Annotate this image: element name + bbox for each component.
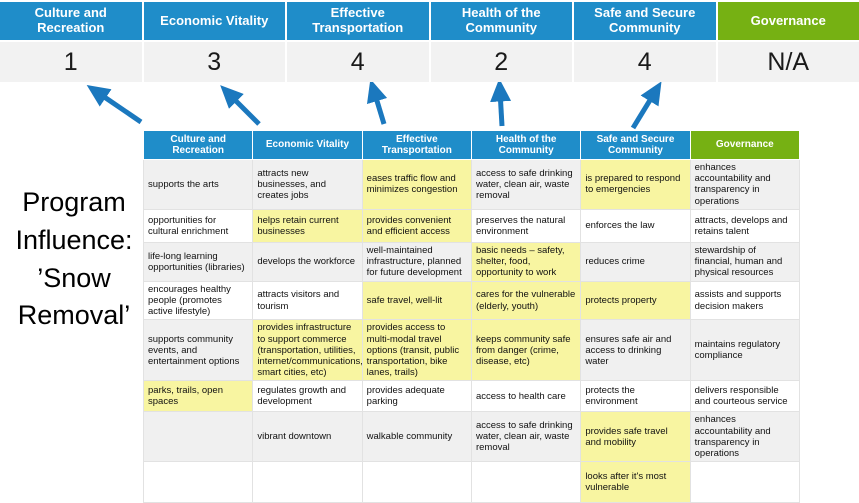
matrix-cell-culture-and-recreation-opportunities-for-cultural-enrichment: opportunities for cultural enrichment [144, 209, 253, 242]
matrix-cell-economic-vitality-provides-infrastructure-to-support-comme: provides infrastructure to support comme… [253, 320, 362, 381]
matrix-cell-health-of-the-community-cares-for-the-vulnerable-elderly-youth: cares for the vulnerable (elderly, youth… [471, 281, 580, 320]
matrix-cell-health-of-the-community-basic-needs-safety-shelter-food-opportun: basic needs – safety, shelter, food, opp… [471, 242, 580, 281]
matrix-cell-governance-attracts-develops-and-retains-talent: attracts, develops and retains talent [690, 209, 799, 242]
matrix-cell-health-of-the-community-keeps-community-safe-from-danger-crime-d: keeps community safe from danger (crime,… [471, 320, 580, 381]
matrix-cell-culture-and-recreation-parks-trails-open-spaces: parks, trails, open spaces [144, 381, 253, 412]
matrix-cell-safe-and-secure-community-looks-after-it-s-most-vulnerable: looks after it's most vulnerable [581, 462, 690, 503]
matrix-cell-culture-and-recreation-empty [144, 412, 253, 462]
matrix-cell-health-of-the-community-access-to-health-care: access to health care [471, 381, 580, 412]
matrix-cell-governance-stewardship-of-financial-human-and-physi: stewardship of financial, human and phys… [690, 242, 799, 281]
matrix-cell-economic-vitality-helps-retain-current-businesses: helps retain current businesses [253, 209, 362, 242]
matrix-cell-governance-enhances-accountability-and-transparency: enhances accountability and transparency… [690, 160, 799, 210]
matrix-cell-safe-and-secure-community-reduces-crime: reduces crime [581, 242, 690, 281]
matrix-cell-economic-vitality-develops-the-workforce: develops the workforce [253, 242, 362, 281]
matrix-cell-culture-and-recreation-encourages-healthy-people-promotes-activ: encourages healthy people (promotes acti… [144, 281, 253, 320]
arrow-safe [633, 92, 655, 128]
matrix-cell-health-of-the-community-access-to-safe-drinking-water-clean-air-: access to safe drinking water, clean air… [471, 412, 580, 462]
matrix-cell-effective-transportation-walkable-community: walkable community [362, 412, 471, 462]
arrow-economic [229, 94, 259, 124]
program-title: Program Influence: ’Snow Removal’ [0, 184, 148, 335]
matrix-cell-safe-and-secure-community-ensures-safe-air-and-access-to-drinking-: ensures safe air and access to drinking … [581, 320, 690, 381]
scoreboard-score-effective-transportation: 4 [287, 42, 429, 82]
matrix-row-3: life-long learning opportunities (librar… [144, 242, 800, 281]
scoreboard-score-safe-and-secure-community: 4 [574, 42, 716, 82]
matrix-cell-economic-vitality-attracts-visitors-and-tourism: attracts visitors and tourism [253, 281, 362, 320]
matrix-cell-economic-vitality-regulates-growth-and-development: regulates growth and development [253, 381, 362, 412]
matrix-cell-culture-and-recreation-life-long-learning-opportunities-librari: life-long learning opportunities (librar… [144, 242, 253, 281]
matrix-cell-safe-and-secure-community-provides-safe-travel-and-mobility: provides safe travel and mobility [581, 412, 690, 462]
matrix-cell-safe-and-secure-community-is-prepared-to-respond-to-emergencies: is prepared to respond to emergencies [581, 160, 690, 210]
arrow-culture [97, 92, 141, 122]
matrix-column-header-economic-vitality: Economic Vitality [253, 131, 362, 160]
scoreboard-header-culture-and-recreation: Culture and Recreation [0, 2, 142, 40]
matrix-cell-governance-assists-and-supports-decision-makers: assists and supports decision makers [690, 281, 799, 320]
matrix-row-4: encourages healthy people (promotes acti… [144, 281, 800, 320]
matrix-cell-governance-empty [690, 462, 799, 503]
matrix-cell-effective-transportation-provides-convenient-and-efficient-access: provides convenient and efficient access [362, 209, 471, 242]
matrix-column-header-safe-and-secure-community: Safe and Secure Community [581, 131, 690, 160]
matrix-cell-safe-and-secure-community-protects-property: protects property [581, 281, 690, 320]
scoreboard-score-culture-and-recreation: 1 [0, 42, 142, 82]
matrix-cell-economic-vitality-attracts-new-businesses-and-creates-jobs: attracts new businesses, and creates job… [253, 160, 362, 210]
matrix-cell-culture-and-recreation-supports-community-events-and-entertainm: supports community events, and entertain… [144, 320, 253, 381]
scoreboard-header-effective-transportation: Effective Transportation [287, 2, 429, 40]
arrow-health [500, 91, 502, 126]
matrix-row-5: supports community events, and entertain… [144, 320, 800, 381]
matrix-cell-culture-and-recreation-supports-the-arts: supports the arts [144, 160, 253, 210]
scoreboard-header-governance: Governance [718, 2, 859, 40]
influence-arrows [0, 82, 859, 130]
matrix-column-header-governance: Governance [690, 131, 799, 160]
scoreboard-score-health-of-the-community: 2 [431, 42, 573, 82]
scoreboard-header-economic-vitality: Economic Vitality [144, 2, 286, 40]
matrix-cell-effective-transportation-provides-access-to-multi-modal-travel-op: provides access to multi-modal travel op… [362, 320, 471, 381]
matrix-cell-effective-transportation-empty [362, 462, 471, 503]
matrix-cell-governance-maintains-regulatory-compliance: maintains regulatory compliance [690, 320, 799, 381]
scoreboard-header-health-of-the-community: Health of the Community [431, 2, 573, 40]
matrix-cell-governance-enhances-accountability-and-transparency: enhances accountability and transparency… [690, 412, 799, 462]
matrix-cell-effective-transportation-provides-adequate-parking: provides adequate parking [362, 381, 471, 412]
matrix-cell-health-of-the-community-access-to-safe-drinking-water-clean-air-: access to safe drinking water, clean air… [471, 160, 580, 210]
matrix-cell-safe-and-secure-community-protects-the-environment: protects the environment [581, 381, 690, 412]
matrix-cell-health-of-the-community-preserves-the-natural-environment: preserves the natural environment [471, 209, 580, 242]
scoreboard-header-safe-and-secure-community: Safe and Secure Community [574, 2, 716, 40]
matrix-column-header-culture-and-recreation: Culture and Recreation [144, 131, 253, 160]
matrix-cell-effective-transportation-safe-travel-well-lit: safe travel, well-lit [362, 281, 471, 320]
matrix-cell-economic-vitality-empty [253, 462, 362, 503]
arrow-transportation [374, 91, 384, 124]
scoreboard-score-economic-vitality: 3 [144, 42, 286, 82]
matrix-column-header-health-of-the-community: Health of the Community [471, 131, 580, 160]
matrix-column-header-effective-transportation: Effective Transportation [362, 131, 471, 160]
matrix-cell-economic-vitality-vibrant-downtown: vibrant downtown [253, 412, 362, 462]
matrix-cell-culture-and-recreation-empty [144, 462, 253, 503]
matrix-cell-effective-transportation-well-maintained-infrastructure-planned-f: well-maintained infrastructure, planned … [362, 242, 471, 281]
matrix-cell-effective-transportation-eases-traffic-flow-and-minimizes-congest: eases traffic flow and minimizes congest… [362, 160, 471, 210]
matrix-cell-safe-and-secure-community-enforces-the-law: enforces the law [581, 209, 690, 242]
scoreboard-score-governance: N/A [718, 42, 859, 82]
matrix-cell-health-of-the-community-empty [471, 462, 580, 503]
matrix-row-8: looks after it's most vulnerable [144, 462, 800, 503]
matrix-cell-governance-delivers-responsible-and-courteous-servi: delivers responsible and courteous servi… [690, 381, 799, 412]
